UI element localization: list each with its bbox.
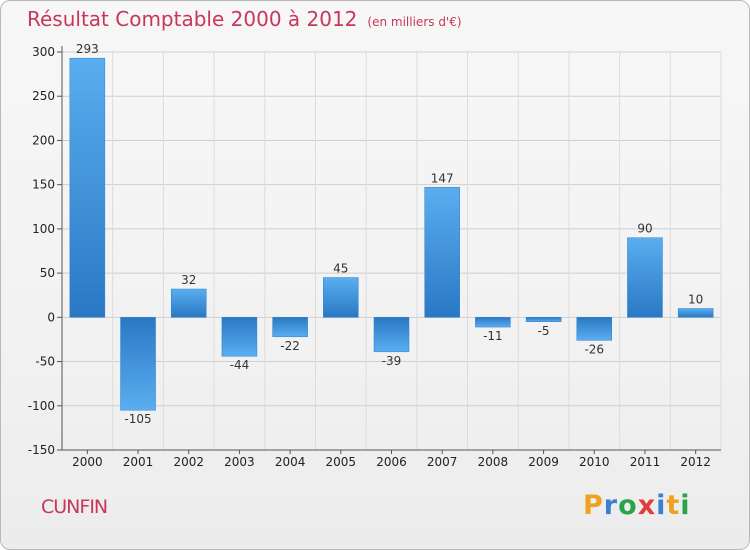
bar [627, 237, 663, 318]
x-tick-label: 2011 [630, 455, 661, 469]
logo-letter: i [680, 490, 691, 521]
y-tick-label: 300 [32, 45, 55, 59]
chart-title: Résultat Comptable 2000 à 2012 (en millie… [27, 7, 462, 31]
y-tick-label: -100 [28, 399, 55, 413]
bar [170, 288, 207, 318]
bar [272, 317, 308, 338]
bar [120, 317, 156, 411]
y-tick-label: 50 [40, 266, 55, 280]
bar [576, 317, 613, 341]
x-tick-label: 2009 [528, 455, 559, 469]
data-label: -5 [538, 324, 550, 338]
data-label: 10 [688, 292, 703, 306]
x-tick-label: 2005 [326, 455, 357, 469]
logo-letter: r [603, 490, 619, 521]
x-tick-label: 2008 [478, 455, 509, 469]
data-label: 293 [76, 42, 99, 56]
data-label: -22 [280, 339, 300, 353]
x-tick-label: 2012 [680, 455, 711, 469]
data-label: 147 [431, 171, 454, 185]
data-label: -44 [230, 358, 250, 372]
logo-letter: o [618, 490, 638, 521]
commune-name: CUNFIN [41, 496, 108, 518]
logo-letter: x [637, 490, 657, 521]
x-tick-label: 2002 [173, 455, 204, 469]
x-tick-label: 2004 [275, 455, 306, 469]
data-label: -26 [584, 342, 604, 356]
y-tick-label: 0 [47, 310, 55, 324]
data-label: -105 [124, 412, 151, 426]
y-tick-label: 250 [32, 89, 55, 103]
proxiti-logo: Proxiti [583, 490, 691, 521]
y-tick-label: -50 [35, 355, 55, 369]
x-tick-label: 2000 [72, 455, 103, 469]
x-tick-label: 2003 [224, 455, 255, 469]
y-tick-label: 200 [32, 133, 55, 147]
data-label: -11 [483, 329, 503, 343]
y-tick-label: 100 [32, 222, 55, 236]
logo-letter: t [666, 490, 681, 521]
bar [677, 308, 714, 318]
x-tick-label: 2007 [427, 455, 458, 469]
x-tick-label: 2006 [376, 455, 407, 469]
bar [373, 317, 410, 353]
title-unit: (en milliers d'€) [367, 15, 462, 29]
bar [221, 317, 258, 357]
bar [323, 277, 359, 318]
logo-letter: P [583, 490, 604, 521]
x-tick-label: 2010 [579, 455, 610, 469]
data-label: -39 [382, 354, 402, 368]
bar [69, 57, 106, 318]
y-tick-label: -150 [28, 443, 55, 457]
data-label: 90 [637, 222, 652, 236]
bar [424, 187, 460, 318]
data-label: 32 [181, 273, 196, 287]
data-label: 45 [333, 262, 348, 276]
logo-letter: i [656, 490, 667, 521]
bar [475, 317, 511, 328]
bar [525, 317, 562, 323]
y-tick-label: 150 [32, 178, 55, 192]
title-text: Résultat Comptable 2000 à 2012 [27, 7, 358, 31]
x-tick-label: 2001 [123, 455, 154, 469]
